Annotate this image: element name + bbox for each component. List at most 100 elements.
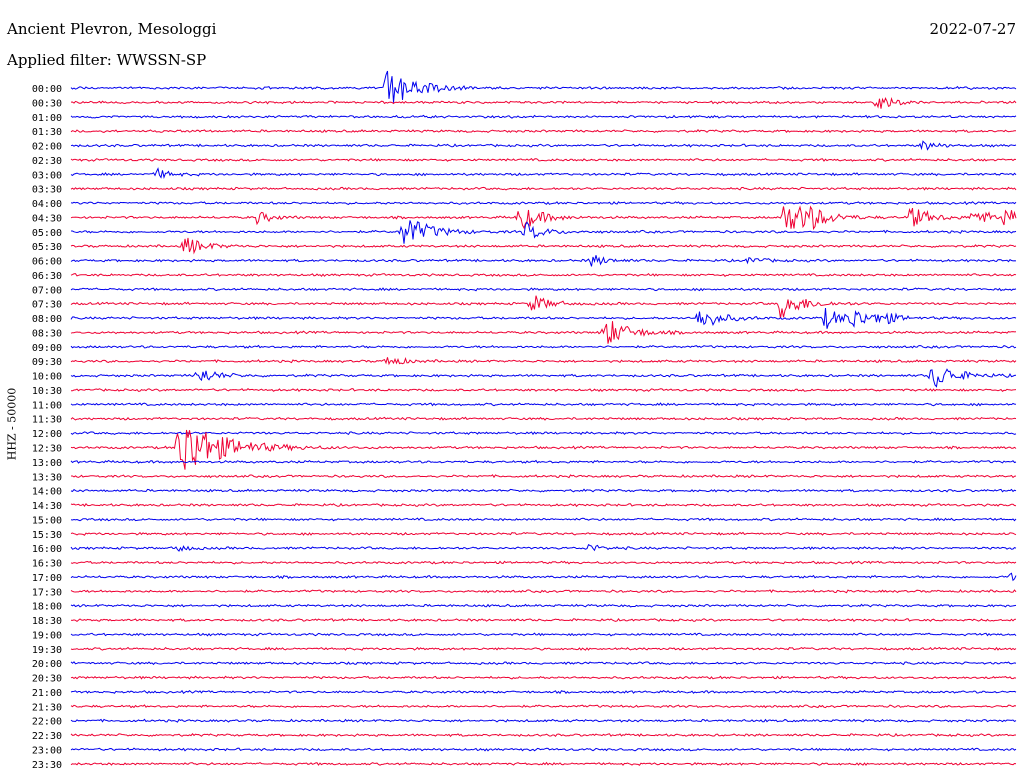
trace-row-1700 bbox=[70, 572, 1017, 582]
row-time-label: 12:30 bbox=[32, 444, 62, 455]
trace-row-2030 bbox=[70, 675, 1017, 680]
trace-row-1900 bbox=[70, 632, 1017, 637]
row-time-label: 08:00 bbox=[32, 314, 62, 325]
trace-row-1430 bbox=[70, 502, 1017, 508]
row-time-label: 16:00 bbox=[32, 544, 62, 555]
row-time-label: 21:30 bbox=[32, 702, 62, 713]
row-time-label: 12:00 bbox=[32, 429, 62, 440]
trace-row-1400 bbox=[70, 488, 1017, 493]
row-time-label: 04:00 bbox=[32, 199, 62, 210]
trace-row-1330 bbox=[71, 474, 1017, 479]
trace-row-1800 bbox=[70, 603, 1017, 608]
trace-row-0130 bbox=[70, 129, 1016, 134]
trace-row-2300 bbox=[70, 747, 1017, 752]
trace-row-1930 bbox=[70, 646, 1017, 651]
trace-row-1030 bbox=[71, 388, 1017, 393]
trace-row-1530 bbox=[70, 531, 1017, 536]
row-time-label: 05:30 bbox=[32, 242, 62, 253]
date-label: 2022-07-27 bbox=[929, 20, 1016, 38]
row-time-label: 13:00 bbox=[32, 458, 62, 469]
row-time-label: 16:30 bbox=[32, 559, 62, 570]
trace-row-0630 bbox=[70, 273, 1017, 277]
trace-row-0600 bbox=[70, 255, 1017, 267]
trace-row-0700 bbox=[70, 287, 1017, 292]
row-time-label: 06:00 bbox=[32, 257, 62, 268]
trace-row-0500 bbox=[71, 220, 1017, 244]
trace-row-0200 bbox=[70, 140, 1017, 151]
row-time-label: 15:30 bbox=[32, 530, 62, 541]
row-time-label: 23:00 bbox=[32, 745, 62, 756]
row-time-label: 03:00 bbox=[32, 170, 62, 181]
trace-row-1500 bbox=[70, 517, 1017, 522]
trace-row-0400 bbox=[70, 200, 1017, 206]
trace-row-0800 bbox=[70, 307, 1017, 329]
trace-row-0430 bbox=[70, 205, 1017, 231]
trace-row-2330 bbox=[70, 761, 1017, 766]
row-time-label: 02:00 bbox=[32, 142, 62, 153]
trace-row-0330 bbox=[70, 186, 1017, 191]
trace-row-0230 bbox=[70, 157, 1017, 162]
station-title: Ancient Plevron, Mesologgi bbox=[7, 20, 217, 38]
row-time-label: 17:30 bbox=[32, 587, 62, 598]
trace-row-2000 bbox=[70, 661, 1017, 666]
row-time-label: 07:00 bbox=[32, 285, 62, 296]
filter-label: Applied filter: WWSSN-SP bbox=[7, 51, 207, 69]
row-time-label: 22:00 bbox=[32, 717, 62, 728]
row-time-label: 04:30 bbox=[32, 213, 62, 224]
trace-row-0100 bbox=[70, 114, 1017, 119]
trace-row-2100 bbox=[70, 689, 1017, 695]
row-time-label: 01:30 bbox=[32, 127, 62, 138]
row-time-label: 00:30 bbox=[32, 98, 62, 109]
row-time-label: 01:00 bbox=[32, 113, 62, 124]
row-time-label: 13:30 bbox=[32, 472, 62, 483]
row-time-label: 20:30 bbox=[32, 674, 62, 685]
trace-row-0530 bbox=[70, 237, 1017, 255]
row-time-label: 09:30 bbox=[32, 357, 62, 368]
row-time-label: 14:30 bbox=[32, 501, 62, 512]
trace-row-0300 bbox=[70, 167, 1017, 179]
row-time-label: 17:00 bbox=[32, 573, 62, 584]
row-time-label: 15:00 bbox=[32, 515, 62, 526]
row-time-label: 18:00 bbox=[32, 602, 62, 613]
row-time-label: 07:30 bbox=[32, 300, 62, 311]
row-time-label: 20:00 bbox=[32, 659, 62, 670]
row-time-label: 23:30 bbox=[32, 760, 62, 771]
trace-row-1200 bbox=[70, 431, 1017, 436]
row-time-label: 03:30 bbox=[32, 185, 62, 196]
trace-row-0730 bbox=[70, 295, 1017, 319]
trace-row-0930 bbox=[70, 356, 1017, 366]
trace-row-1230 bbox=[70, 429, 1017, 470]
trace-row-0030 bbox=[70, 97, 1017, 109]
row-time-label: 19:00 bbox=[32, 630, 62, 641]
row-time-label: 11:00 bbox=[32, 400, 62, 411]
row-time-label: 00:00 bbox=[32, 84, 62, 95]
trace-row-1300 bbox=[70, 459, 1017, 464]
trace-row-1000 bbox=[70, 368, 1017, 388]
row-time-label: 09:00 bbox=[32, 343, 62, 354]
row-time-label: 21:00 bbox=[32, 688, 62, 699]
row-time-label: 18:30 bbox=[32, 616, 62, 627]
row-time-label: 10:00 bbox=[32, 372, 62, 383]
trace-row-1830 bbox=[70, 617, 1017, 623]
row-time-label: 05:00 bbox=[32, 228, 62, 239]
trace-row-2200 bbox=[70, 718, 1017, 723]
row-time-label: 11:30 bbox=[32, 415, 62, 426]
trace-row-1100 bbox=[70, 402, 1017, 407]
trace-row-1630 bbox=[70, 560, 1017, 565]
row-time-label: 14:00 bbox=[32, 487, 62, 498]
trace-row-2130 bbox=[70, 704, 1017, 709]
row-time-label: 22:30 bbox=[32, 731, 62, 742]
row-time-label: 02:30 bbox=[32, 156, 62, 167]
trace-row-1600 bbox=[70, 543, 1017, 552]
trace-row-1730 bbox=[70, 589, 1017, 594]
trace-row-2230 bbox=[70, 732, 1016, 738]
row-time-label: 10:30 bbox=[32, 386, 62, 397]
row-time-label: 06:30 bbox=[32, 271, 62, 282]
row-time-label: 19:30 bbox=[32, 645, 62, 656]
trace-row-0000 bbox=[70, 70, 1017, 103]
row-time-label: 08:30 bbox=[32, 328, 62, 339]
trace-row-1130 bbox=[70, 416, 1017, 421]
trace-row-0900 bbox=[70, 344, 1017, 349]
trace-row-0830 bbox=[70, 321, 1017, 344]
